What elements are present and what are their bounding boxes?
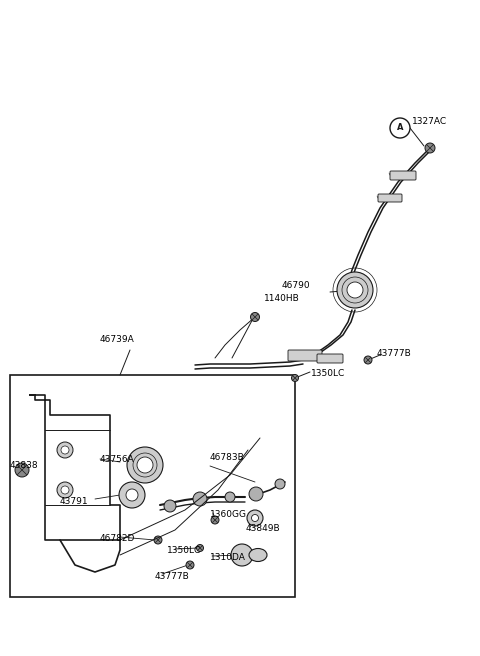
Text: A: A — [397, 123, 403, 133]
Circle shape — [252, 514, 259, 522]
Circle shape — [126, 489, 138, 501]
Text: 1140HB: 1140HB — [264, 294, 300, 303]
Text: 46783B: 46783B — [210, 453, 245, 462]
Text: 43756A: 43756A — [100, 455, 135, 464]
Circle shape — [247, 510, 263, 526]
Text: 43849B: 43849B — [246, 524, 281, 533]
Circle shape — [119, 482, 145, 508]
Circle shape — [61, 486, 69, 494]
FancyBboxPatch shape — [378, 194, 402, 202]
Circle shape — [225, 492, 235, 502]
Circle shape — [15, 463, 29, 477]
Circle shape — [154, 536, 162, 544]
Circle shape — [251, 312, 260, 321]
Text: 46739A: 46739A — [100, 335, 135, 344]
Circle shape — [211, 516, 219, 524]
Text: 43777B: 43777B — [377, 349, 412, 358]
FancyBboxPatch shape — [317, 354, 343, 363]
Circle shape — [337, 272, 373, 308]
Circle shape — [364, 356, 372, 364]
Circle shape — [425, 143, 435, 153]
FancyBboxPatch shape — [10, 375, 295, 597]
FancyBboxPatch shape — [390, 171, 416, 180]
Ellipse shape — [249, 548, 267, 562]
Circle shape — [61, 446, 69, 454]
Circle shape — [390, 118, 410, 138]
Text: 1350LC: 1350LC — [311, 369, 345, 378]
Circle shape — [57, 442, 73, 458]
Text: 46782D: 46782D — [100, 534, 135, 543]
Text: 43838: 43838 — [10, 461, 38, 470]
Circle shape — [249, 487, 263, 501]
Circle shape — [137, 457, 153, 473]
Text: 1360GG: 1360GG — [210, 510, 247, 519]
Circle shape — [57, 482, 73, 498]
Circle shape — [275, 479, 285, 489]
Circle shape — [196, 544, 204, 552]
Circle shape — [164, 500, 176, 512]
Circle shape — [186, 561, 194, 569]
Text: 1350LC: 1350LC — [167, 546, 201, 555]
Circle shape — [291, 375, 299, 382]
Circle shape — [127, 447, 163, 483]
Text: 43791: 43791 — [60, 497, 89, 506]
FancyBboxPatch shape — [288, 350, 322, 361]
Text: 1327AC: 1327AC — [412, 117, 447, 126]
Circle shape — [347, 282, 363, 298]
Text: 1310DA: 1310DA — [210, 553, 246, 562]
Circle shape — [231, 544, 253, 566]
Text: 43777B: 43777B — [155, 572, 190, 581]
Text: 46790: 46790 — [281, 281, 310, 291]
Circle shape — [193, 492, 207, 506]
